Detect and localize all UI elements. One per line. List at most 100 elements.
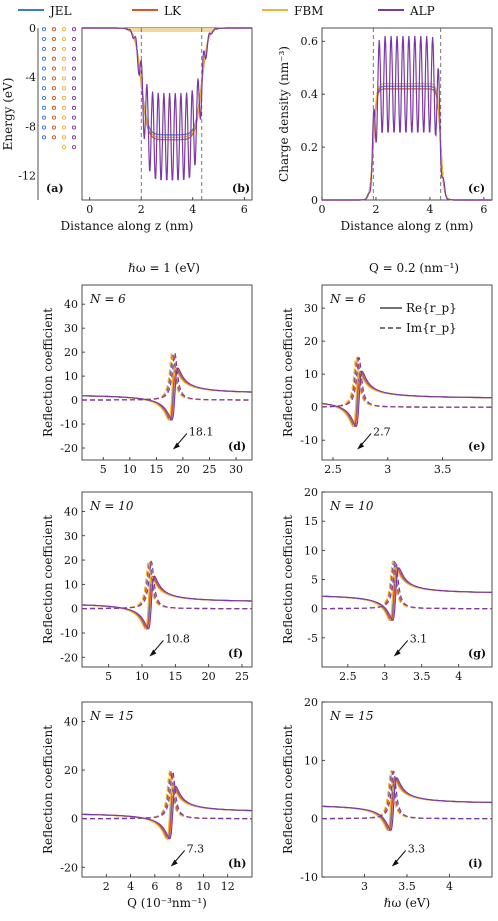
y-tick-label: 0 (71, 603, 78, 616)
legend: JEL LK FBM ALP (18, 4, 435, 18)
panel-label-f: (f) (228, 647, 243, 660)
n-label: N = 6 (329, 292, 366, 306)
energy-level-alp (71, 115, 77, 120)
y-tick-label: -4 (25, 71, 36, 84)
n-label: N = 6 (89, 292, 126, 306)
y-axis-label: Reflection coefficient (281, 725, 295, 854)
series-re-lk (81, 575, 252, 630)
series-re-fbm (322, 567, 492, 621)
y-tick-label: 20 (64, 764, 78, 777)
panel-label-a: (a) (46, 182, 64, 195)
x-tick-label: 4 (127, 880, 134, 893)
y-tick-label: 5 (311, 574, 318, 587)
y-tick-label: 0.4 (301, 88, 319, 101)
energy-level-fbm (61, 27, 67, 32)
plot-frame (81, 491, 253, 668)
plot-frame (81, 284, 253, 461)
energy-level-alp (71, 66, 77, 71)
y-axis-label: Energy (eV) (1, 78, 15, 151)
x-tick-label: 25 (203, 463, 217, 476)
series-re-jel (322, 567, 493, 621)
y-tick-label: -12 (18, 169, 36, 182)
x-tick-label: 5 (105, 670, 112, 683)
plot-frame (321, 284, 493, 461)
x-axis-label: ℏω (eV) (384, 896, 430, 910)
x-tick-label: 10 (135, 670, 149, 683)
energy-level-alp (71, 46, 77, 51)
legend-solid-label: Re{r_p} (406, 301, 457, 315)
x-tick-label: 3.5 (434, 463, 452, 476)
energy-level-lk (51, 105, 57, 110)
panel-g: 2.5 3 3.5 4 -5 0 5 10 15 20 3.1 N = 10 (g) Reflection… (281, 486, 493, 683)
y-tick-label: 20 (304, 335, 318, 348)
y-tick-label: 0 (71, 813, 78, 826)
x-tick-label: 25 (235, 670, 249, 683)
panel-b: 0 2 4 6 (b) Distance along z (nm) (60, 27, 253, 233)
energy-level-jel (41, 27, 47, 32)
x-tick-label: 6 (480, 203, 487, 216)
slab-highlight (128, 28, 215, 32)
y-axis-label: Charge density (nm⁻³) (277, 46, 291, 182)
energy-level-fbm (61, 145, 67, 150)
series-re-alp (322, 567, 492, 621)
panel-a: 0 -4 -8 -12 (a) Energy (eV) (1, 22, 77, 200)
energy-level-alp (71, 76, 77, 81)
series-im-fbm (322, 560, 492, 610)
series-re-fbm (82, 575, 252, 630)
y-tick-label: 10 (64, 578, 78, 591)
energy-level-lk (51, 46, 57, 51)
series-line-fbm (82, 27, 252, 138)
y-tick-label: 0 (29, 22, 36, 35)
annotation-arrowhead (391, 859, 399, 867)
energy-level-alp (71, 135, 77, 140)
x-tick-label: 0 (319, 203, 326, 216)
x-tick-label: 12 (221, 880, 235, 893)
y-tick-label: -8 (25, 120, 36, 133)
series-re-lk (322, 567, 492, 621)
panel-f: 5 10 15 20 25 -20 -10 0 10 20 30 40 10.8 N = 10 (f) Ref… (41, 491, 253, 683)
x-tick-label: 2 (138, 203, 145, 216)
y-tick-label: 10 (304, 544, 318, 557)
y-tick-label: 10 (304, 368, 318, 381)
y-tick-label: 0 (311, 401, 318, 414)
energy-level-fbm (61, 46, 67, 51)
series-line-alp (322, 35, 492, 201)
panel-c: 0 2 4 6 0 0.2 0.4 0.6 (c) Distance along z (nm) Ch… (277, 27, 493, 233)
panel-i: 3 3.5 4 -10 0 10 20 3.3 N = 15 (i) Reflection coef… (281, 696, 493, 910)
energy-level-jel (41, 95, 47, 101)
x-tick-label: 3 (384, 463, 391, 476)
x-tick-label: 4 (426, 203, 433, 216)
energy-level-fbm (61, 125, 67, 130)
energy-level-alp (71, 27, 77, 32)
energy-level-lk (51, 135, 57, 140)
series-re-lk (322, 777, 492, 831)
energy-level-lk (51, 37, 57, 42)
x-tick-label: 15 (149, 463, 163, 476)
series-re-jel (322, 370, 492, 428)
panel-label-d: (d) (228, 440, 246, 453)
resonance-annotation: 3.3 (408, 843, 426, 856)
energy-level-jel (41, 66, 47, 71)
x-tick-label: 10 (196, 880, 210, 893)
energy-level-jel (41, 86, 47, 91)
y-tick-label: 0.2 (301, 141, 319, 154)
x-tick-label: 3.5 (413, 670, 431, 683)
series-im-jel (82, 352, 252, 401)
energy-level-lk (51, 86, 57, 91)
y-tick-label: 20 (304, 696, 318, 709)
y-tick-label: -20 (60, 442, 78, 455)
x-tick-label: 6 (241, 203, 248, 216)
panel-label-b: (b) (232, 182, 250, 195)
column-title-left: ℏω = 1 (eV) (128, 261, 200, 275)
series-re-jel (322, 777, 492, 831)
y-tick-label: 10 (64, 370, 78, 383)
y-tick-label: -20 (60, 651, 78, 664)
energy-level-fbm (61, 86, 67, 91)
x-tick-label: 4 (455, 670, 462, 683)
x-tick-label: 20 (176, 463, 190, 476)
energy-level-fbm (61, 135, 67, 140)
y-tick-label: 0 (311, 813, 318, 826)
x-tick-label: 2 (103, 880, 110, 893)
column-title-right: Q = 0.2 (nm⁻¹) (369, 261, 459, 275)
